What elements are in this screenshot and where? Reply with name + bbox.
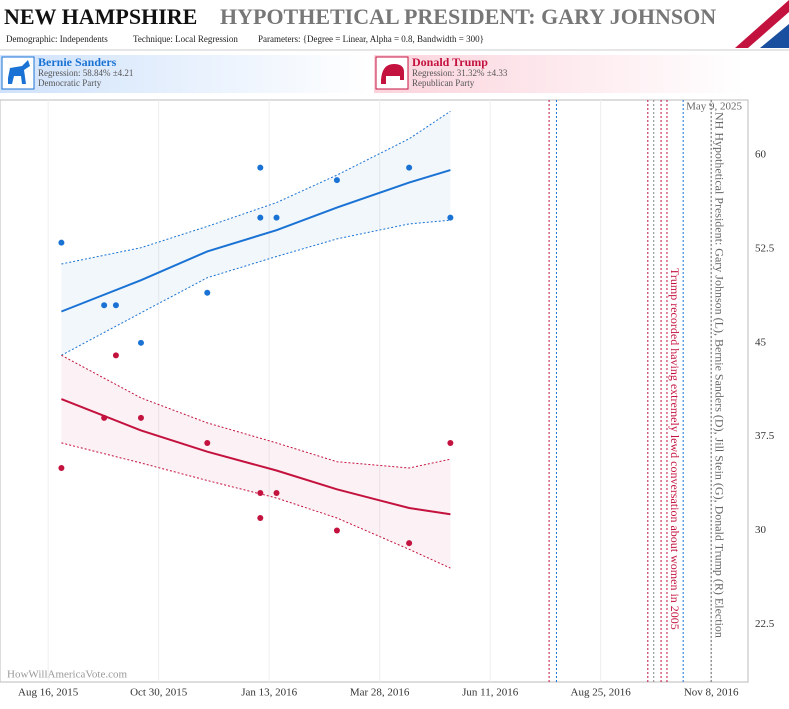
band-upper — [61, 110, 451, 265]
event-annotation: Trump recorded having extremely lewd con… — [668, 268, 682, 630]
poll-point — [257, 490, 264, 497]
poll-point — [137, 414, 144, 421]
legend-party: Republican Party — [412, 78, 475, 88]
confidence-band — [61, 355, 451, 569]
x-tick-label: Mar 28, 2016 — [350, 687, 410, 699]
poll-point — [333, 527, 340, 534]
y-tick-label: 30 — [755, 524, 767, 536]
poll-point — [112, 352, 119, 359]
band-lower — [61, 442, 451, 569]
x-tick-label: Aug 25, 2016 — [571, 687, 632, 699]
band-lower — [61, 219, 451, 356]
subtitle: HYPOTHETICAL PRESIDENT: GARY JOHNSON — [220, 4, 716, 29]
regression-line — [61, 398, 451, 516]
legend-regression: Regression: 58.84% ±4.21 — [38, 68, 133, 78]
legend-name: Donald Trump — [412, 55, 488, 69]
band-upper — [61, 354, 451, 469]
date-stamp: May 9, 2025 — [686, 101, 742, 113]
legend-party: Democratic Party — [38, 78, 102, 88]
x-tick-label: Nov 8, 2016 — [684, 687, 739, 699]
technique: Technique: Local Regression — [133, 34, 238, 44]
poll-point — [257, 214, 264, 221]
confidence-band — [61, 111, 451, 356]
poll-point — [257, 515, 264, 522]
poll-point — [204, 439, 211, 446]
y-tick-label: 45 — [755, 336, 767, 348]
legend-name: Bernie Sanders — [38, 55, 117, 69]
y-tick-label: 22.5 — [755, 618, 775, 630]
poll-point — [101, 414, 108, 421]
poll-point — [137, 339, 144, 346]
y-tick-label: 52.5 — [755, 242, 775, 254]
poll-point — [447, 439, 454, 446]
y-tick-label: 37.5 — [755, 430, 775, 442]
y-tick-label: 60 — [755, 149, 767, 161]
demographic: Demographic: Independents — [6, 34, 108, 44]
poll-point — [204, 289, 211, 296]
poll-point — [273, 490, 280, 497]
legend-rep-bg — [374, 55, 744, 93]
plot-frame — [0, 99, 749, 683]
x-tick-label: Oct 30, 2015 — [130, 687, 188, 699]
x-tick-label: Jan 13, 2016 — [241, 687, 297, 699]
poll-point — [333, 177, 340, 184]
legend-dem-bg — [0, 55, 370, 93]
poll-point — [406, 164, 413, 171]
elephant — [381, 64, 404, 84]
poll-point — [447, 214, 454, 221]
flag-icon — [735, 0, 789, 48]
legend-regression: Regression: 31.32% ±4.33 — [412, 68, 508, 78]
event-annotation: NH Hypothetical President: Gary Johnson … — [712, 112, 726, 638]
parameters: Parameters: {Degree = Linear, Alpha = 0.… — [258, 34, 484, 44]
poll-point — [58, 464, 65, 471]
x-tick-label: Jun 11, 2016 — [462, 687, 519, 699]
watermark: HowWillAmericaVote.com — [7, 669, 127, 681]
poll-point — [112, 302, 119, 309]
poll-point — [101, 302, 108, 309]
donkey — [8, 60, 30, 84]
poll-point — [257, 164, 264, 171]
poll-point — [273, 214, 280, 221]
poll-point — [406, 540, 413, 547]
poll-point — [58, 239, 65, 246]
title: NEW HAMPSHIRE — [4, 4, 197, 29]
x-tick-label: Aug 16, 2015 — [18, 687, 79, 699]
regression-line — [61, 169, 451, 313]
